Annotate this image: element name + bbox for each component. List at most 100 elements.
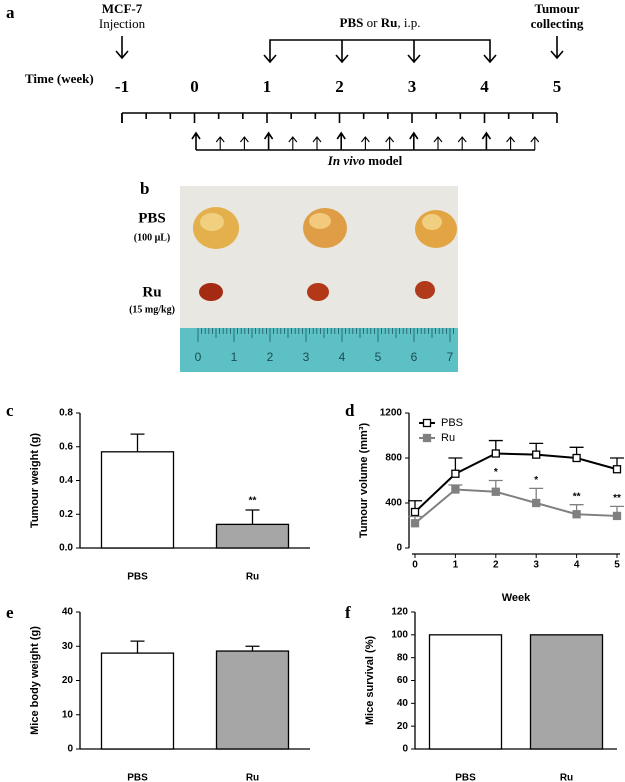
y-axis-label: Mice survival (%) [364,636,376,726]
marker [612,511,622,521]
bar [215,650,290,750]
y-tick-label: 20 [397,721,409,732]
dose-arrow [336,131,346,150]
legend-marker [422,418,432,428]
y-tick-label: 100 [391,629,408,640]
dose-arrow [409,131,419,150]
series-line [414,488,618,525]
dose-arrow [239,136,249,150]
week-label: 5 [553,77,562,96]
marker [532,450,541,459]
dose-arrow [263,131,274,150]
row-dose: (100 μL) [134,232,171,243]
x-axis-label: Week [502,592,531,604]
marker [491,487,500,496]
marker [410,507,420,517]
error-bar [130,433,145,452]
y-tick-label: 20 [62,675,74,686]
timeline: -1 0 1 2 3 4 5 [115,77,561,150]
y-tick-label: 30 [62,641,74,652]
dose-arrow [360,136,370,150]
y-tick-label: 40 [62,607,74,618]
ruler-label: 6 [411,350,418,364]
error-bar [130,640,145,654]
model-part: model [365,153,403,168]
injection-title: MCF-7 [102,1,143,16]
panel-label: f [345,603,351,622]
week-label: 2 [335,77,344,96]
y-tick-label: 800 [385,453,402,464]
y-axis-label: Tumour volume (mm³) [358,423,370,539]
row-label: Ru [142,284,161,300]
x-tick-label: Ru [246,773,259,782]
x-tick-label: 2 [493,560,499,571]
chart: 0 20 40 60 80 100 120 Mice survival (%) PBS Ru [364,607,617,782]
annotation: * [494,467,498,478]
model-part: In vivo [327,153,366,168]
marker [451,469,460,478]
panel-label: d [345,401,355,420]
panel-label: c [6,401,14,420]
ruler-label: 1 [231,350,238,364]
dose-arrow [433,136,443,150]
bar [100,451,175,549]
time-axis-label: Time (week) [25,71,94,86]
bar [529,634,604,750]
annotation: ** [249,496,257,507]
chart: 0 10 20 30 40 Mice body weight (g) PBS Ru [29,607,310,782]
row-dose: (15 mg/kg) [129,304,175,315]
collect-label: Tumour [534,1,579,16]
y-tick-label: 0.0 [59,543,73,554]
y-tick-label: 40 [397,698,409,709]
tumours [193,207,457,301]
y-tick-label: 1200 [380,408,403,419]
marker [410,519,420,528]
error-bar [245,509,260,525]
dose-arrow [312,136,322,150]
x-tick-label: 0 [412,560,418,571]
error-bar [245,645,260,652]
ruler-label: 5 [375,350,382,364]
marker [491,449,500,458]
series-line [414,452,618,513]
marker [572,510,581,519]
dose-arrow [457,136,467,150]
ruler-label: 0 [195,350,202,364]
marker [532,498,541,508]
x-tick-label: PBS [127,773,148,782]
chart: 0 400 800 1200 Tumour volume (mm³) 0 1 2 3 4 5 Week… [358,408,624,604]
y-tick-label: 0.6 [59,441,73,452]
y-tick-label: 60 [397,675,409,686]
legend-label: PBS [441,417,463,429]
dose-arrow [385,136,395,150]
week-label: 1 [263,77,272,96]
treatment-part: , i.p. [397,15,420,30]
legend-label: Ru [441,432,455,444]
bar [428,634,503,750]
annotation: * [534,475,538,486]
y-tick-label: 10 [62,709,74,720]
y-tick-label: 0.4 [59,475,73,486]
ruler-label: 2 [267,350,274,364]
dose-arrow [481,131,492,150]
y-axis-label: Tumour weight (g) [29,433,41,528]
ruler-label: 3 [303,350,310,364]
panel-label: a [6,3,15,22]
y-tick-label: 0 [396,543,402,554]
y-tick-label: 0 [402,744,408,755]
y-tick-label: 120 [391,607,408,618]
marker [451,485,460,494]
panel-label: e [6,603,14,622]
legend-marker [422,433,432,443]
annotation: ** [613,493,621,504]
chart: 0.0 0.2 0.4 0.6 0.8 Tumour weight (g) PBS Ru ** [29,408,310,583]
y-tick-label: 0 [67,744,73,755]
marker [572,453,581,463]
x-tick-label: 3 [533,560,539,571]
week-label: 3 [408,77,417,96]
collect-label: collecting [531,16,584,31]
ruler-scale: 0 1 2 3 4 5 6 7 [195,328,455,364]
x-tick-label: PBS [127,572,148,583]
x-tick-label: PBS [455,773,476,782]
